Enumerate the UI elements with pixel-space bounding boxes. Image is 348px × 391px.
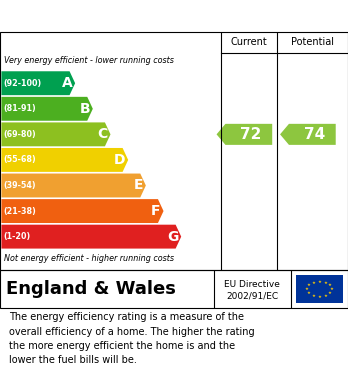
Text: ★: ★ (317, 280, 321, 283)
Text: 74: 74 (304, 127, 325, 142)
Text: (69-80): (69-80) (3, 130, 36, 139)
Text: (21-38): (21-38) (3, 206, 36, 215)
Polygon shape (280, 124, 336, 145)
Polygon shape (1, 148, 128, 172)
Text: G: G (167, 230, 179, 244)
Text: A: A (62, 76, 72, 90)
Text: ★: ★ (324, 294, 327, 298)
Text: (39-54): (39-54) (3, 181, 36, 190)
Polygon shape (1, 174, 146, 197)
Text: C: C (97, 127, 108, 142)
Text: The energy efficiency rating is a measure of the
overall efficiency of a home. T: The energy efficiency rating is a measur… (9, 312, 254, 365)
Text: Very energy efficient - lower running costs: Very energy efficient - lower running co… (4, 56, 174, 65)
Text: (55-68): (55-68) (3, 156, 36, 165)
Text: Current: Current (230, 38, 267, 47)
Text: (81-91): (81-91) (3, 104, 36, 113)
Text: ★: ★ (311, 294, 315, 298)
Polygon shape (1, 122, 111, 146)
Text: B: B (79, 102, 90, 116)
Text: ★: ★ (328, 291, 332, 295)
Text: Not energy efficient - higher running costs: Not energy efficient - higher running co… (4, 254, 174, 263)
Text: (1-20): (1-20) (3, 232, 31, 241)
Text: ★: ★ (330, 287, 333, 291)
Text: ★: ★ (317, 294, 321, 298)
Polygon shape (1, 199, 164, 223)
Text: ★: ★ (311, 280, 315, 285)
Text: (92-100): (92-100) (3, 79, 42, 88)
Text: Potential: Potential (291, 38, 334, 47)
Text: D: D (114, 153, 125, 167)
Text: England & Wales: England & Wales (6, 280, 176, 298)
Text: 2002/91/EC: 2002/91/EC (226, 291, 278, 300)
Text: ★: ★ (307, 291, 311, 295)
Text: EU Directive: EU Directive (224, 280, 280, 289)
Text: ★: ★ (328, 283, 332, 287)
Polygon shape (1, 97, 93, 121)
Text: ★: ★ (305, 287, 309, 291)
Text: 72: 72 (240, 127, 262, 142)
Text: ★: ★ (307, 283, 311, 287)
Text: F: F (151, 204, 161, 218)
Text: E: E (134, 179, 143, 192)
Text: ★: ★ (324, 280, 327, 285)
Polygon shape (1, 225, 181, 249)
Polygon shape (1, 71, 75, 95)
Text: Energy Efficiency Rating: Energy Efficiency Rating (9, 9, 219, 23)
Bar (296, 274, 343, 303)
Polygon shape (216, 124, 272, 145)
